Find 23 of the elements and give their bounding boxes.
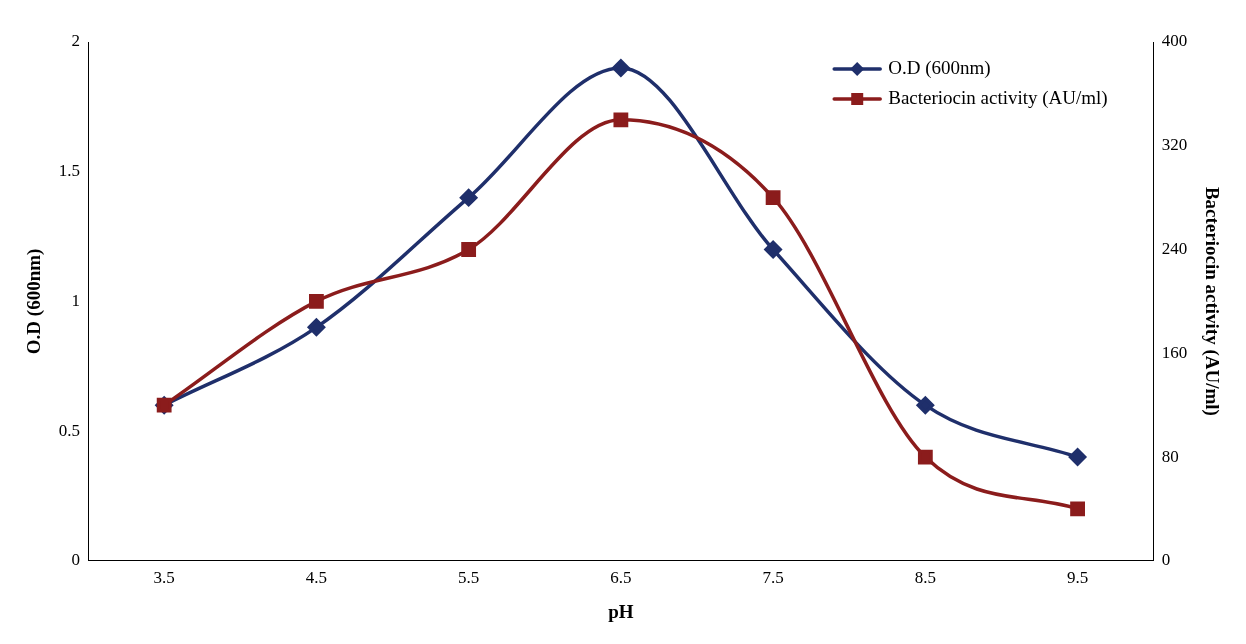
x-tick-label: 3.5 xyxy=(153,568,175,588)
legend-label: O.D (600nm) xyxy=(888,56,991,79)
y2-tick-label: 240 xyxy=(1161,238,1188,258)
x-axis-title: pH xyxy=(608,600,634,622)
y2-axis-title: Bacteriocin activity (AU/ml) xyxy=(1200,186,1223,416)
y2-tick-label: 160 xyxy=(1161,342,1188,362)
y-tick-label: 1.5 xyxy=(58,161,81,181)
y-tick-label: 1 xyxy=(71,290,81,310)
y2-tick-label: 400 xyxy=(1161,31,1188,51)
x-tick-label: 7.5 xyxy=(762,568,784,588)
y-tick-label: 0 xyxy=(71,550,81,570)
legend-label: Bacteriocin activity (AU/ml) xyxy=(888,86,1108,109)
x-tick-label: 9.5 xyxy=(1066,568,1089,588)
y-tick-label: 2 xyxy=(71,31,81,51)
y2-tick-label: 80 xyxy=(1161,446,1179,466)
y2-tick-label: 320 xyxy=(1161,135,1188,155)
x-tick-label: 6.5 xyxy=(610,568,632,588)
x-tick-label: 4.5 xyxy=(305,568,328,588)
y-tick-label: 0.5 xyxy=(58,420,81,440)
x-tick-label: 5.5 xyxy=(458,568,480,588)
y2-tick-label: 0 xyxy=(1161,550,1171,570)
x-tick-label: 8.5 xyxy=(914,568,936,588)
y-axis-title: O.D (600nm) xyxy=(23,248,46,355)
